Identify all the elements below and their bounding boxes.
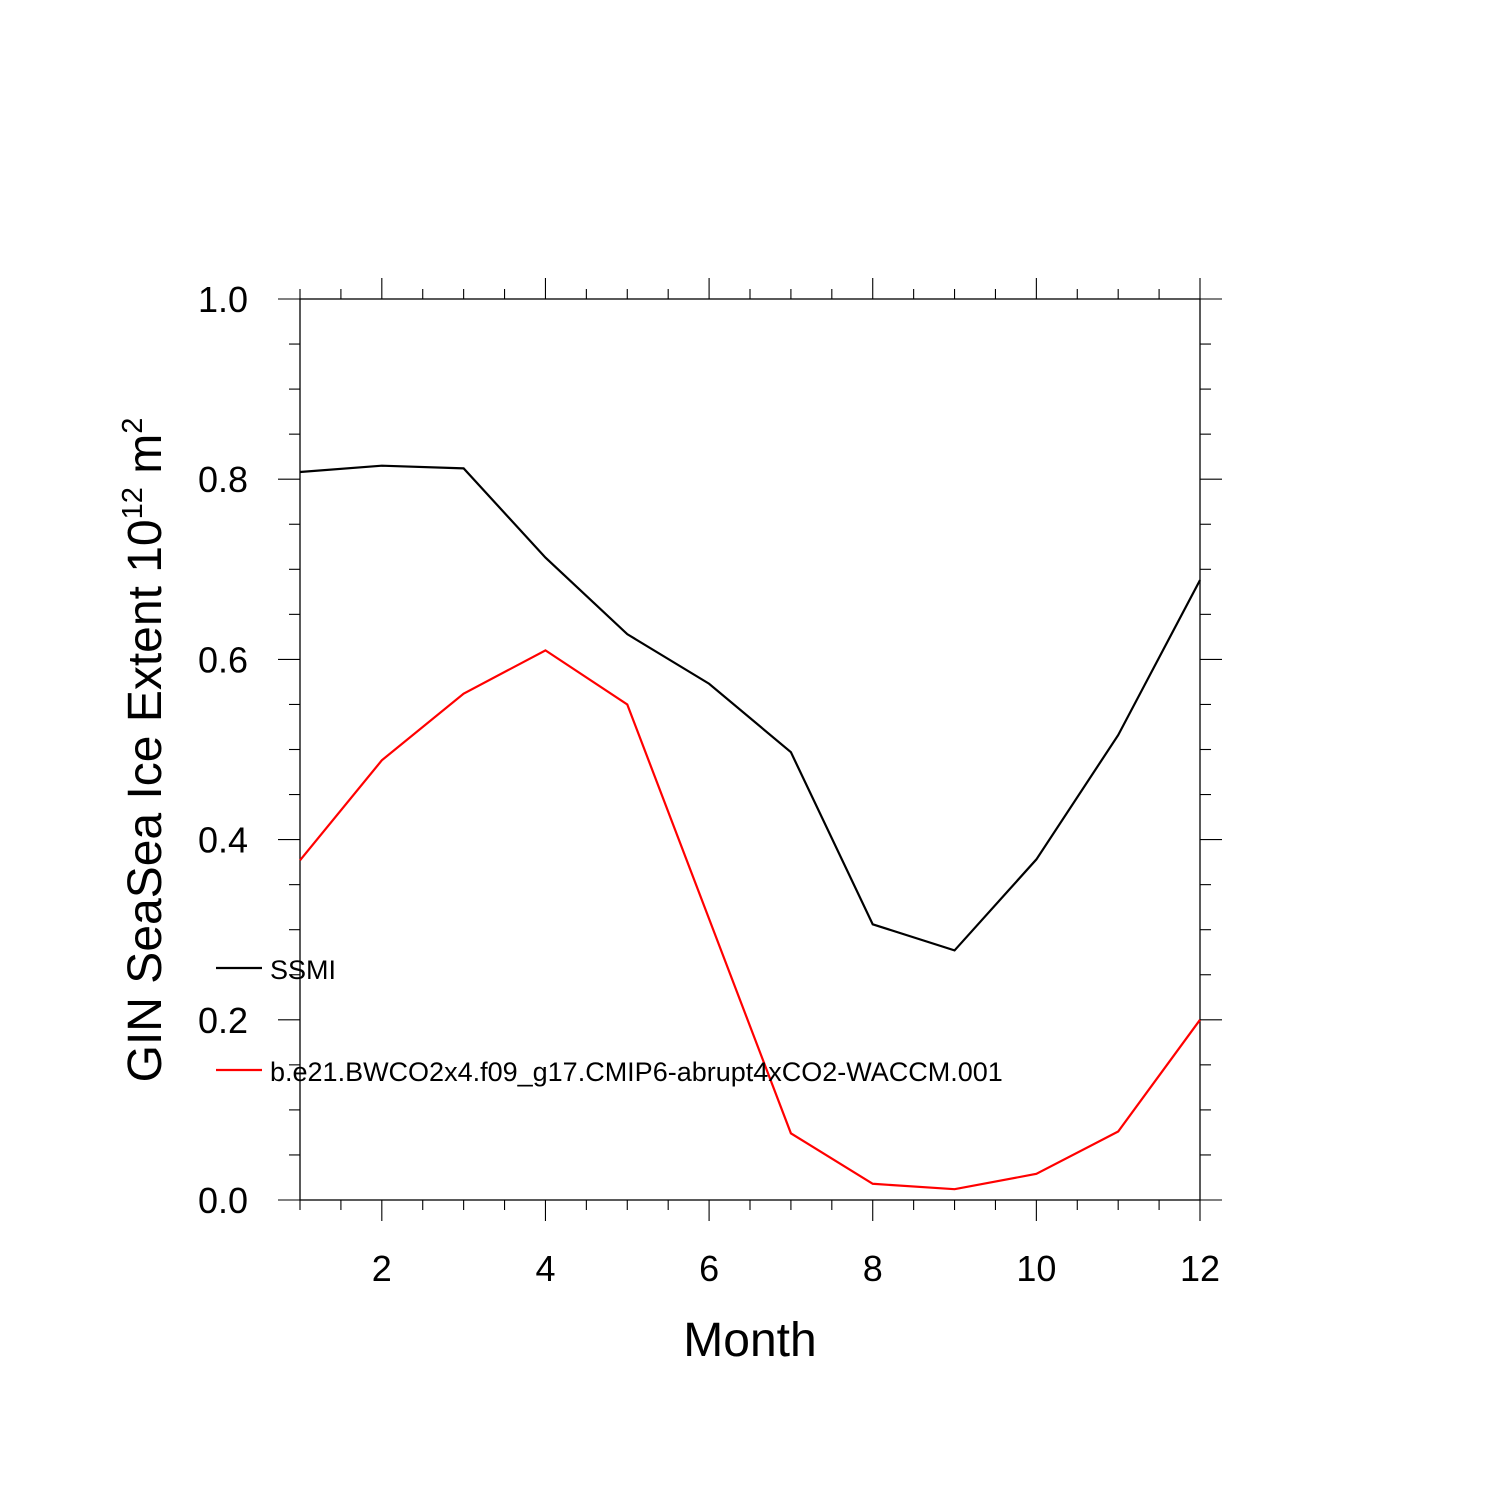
y-tick-label: 0.6	[198, 639, 248, 680]
y-tick-label: 0.8	[198, 459, 248, 500]
x-tick-label: 10	[1016, 1248, 1056, 1289]
series-lines	[299, 464, 1201, 1191]
x-tick-label: 8	[863, 1248, 883, 1289]
y-axis-title: GIN SeaSea Ice Extent 1012 m2	[117, 418, 172, 1083]
series-line-2	[299, 649, 1201, 1191]
x-tick-label: 4	[535, 1248, 555, 1289]
x-axis-title: Month	[683, 1314, 816, 1367]
x-tick-label: 2	[372, 1248, 392, 1289]
y-axis-title-main: GIN SeaSea Ice Extent 10	[119, 519, 172, 1082]
y-axis-title-unit-exponent: 2	[117, 418, 149, 434]
y-tick-label: 0.4	[198, 820, 248, 861]
x-tick-labels: 2 4 6 8 10 12	[372, 1248, 1220, 1289]
major-ticks	[278, 278, 1222, 1221]
minor-ticks	[289, 289, 1211, 1210]
plot-frame	[299, 298, 1201, 1201]
y-axis-title-unit: m	[119, 434, 172, 487]
series-line-1	[299, 464, 1201, 952]
legend-label: SSMI	[270, 955, 336, 985]
x-tick-label: 12	[1180, 1248, 1220, 1289]
y-tick-label: 0.0	[198, 1180, 248, 1221]
x-tick-label: 6	[699, 1248, 719, 1289]
y-tick-label: 0.2	[198, 1000, 248, 1041]
y-axis-title-exponent: 12	[117, 487, 149, 519]
legend: SSMI b.e21.BWCO2x4.f09_g17.CMIP6-abrupt4x…	[216, 955, 1003, 1087]
y-tick-labels: 0.0 0.2 0.4 0.6 0.8 1.0	[198, 279, 248, 1221]
legend-label: b.e21.BWCO2x4.f09_g17.CMIP6-abrupt4xCO2-…	[270, 1057, 1003, 1087]
y-tick-label: 1.0	[198, 279, 248, 320]
